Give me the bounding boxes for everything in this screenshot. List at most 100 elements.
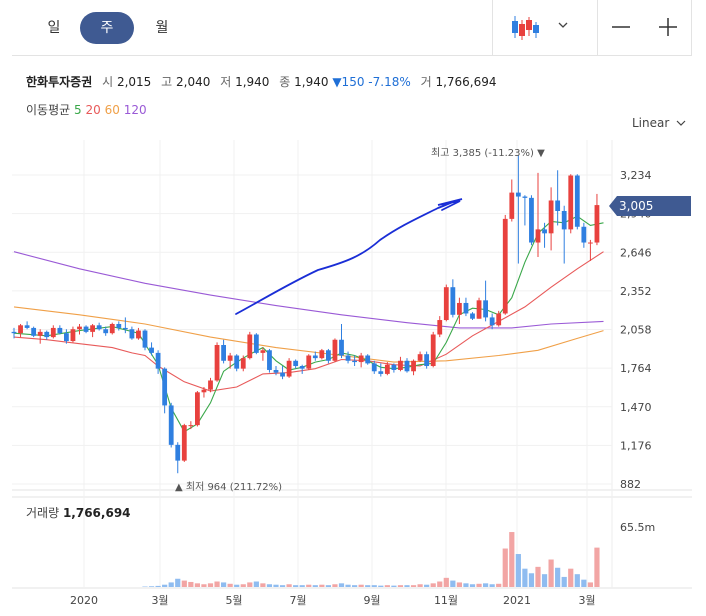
candle-body — [286, 360, 292, 377]
candle-body — [443, 287, 449, 321]
low-value: 1,940 — [235, 75, 270, 89]
candle-body — [24, 325, 30, 328]
volume-bar — [319, 584, 325, 587]
candle-body — [496, 313, 502, 326]
current-price-badge: 3,005 — [609, 196, 691, 216]
y-tick-label: 882 — [620, 478, 641, 491]
candle-body — [240, 358, 246, 369]
volume-bar — [345, 584, 351, 587]
candle-body — [280, 372, 285, 377]
chart-type-button[interactable] — [505, 12, 577, 44]
candle-body — [555, 200, 561, 211]
candle-body — [31, 327, 37, 336]
candle-body — [44, 331, 50, 338]
y-tick-label: 2,646 — [620, 246, 652, 259]
candle-body — [358, 355, 364, 363]
volume-bar — [587, 582, 593, 587]
candle-body — [378, 371, 384, 374]
candlestick-icon — [512, 16, 568, 40]
candle-body — [188, 425, 194, 427]
low-label: 저 — [220, 75, 232, 89]
drawn-trendline — [235, 198, 463, 315]
candle-body — [588, 242, 593, 244]
high-label: 고 — [161, 75, 173, 89]
x-tick-label: 3월 — [578, 594, 595, 607]
volume-bar — [279, 585, 286, 587]
tab-month[interactable]: 월 — [155, 20, 169, 36]
candle-body — [103, 329, 109, 334]
candle-body — [247, 334, 253, 359]
candle-body — [57, 327, 63, 334]
candle-body — [437, 320, 443, 335]
candle-body — [371, 363, 377, 372]
volume-label: 거 — [420, 75, 432, 89]
candle-body — [404, 360, 410, 372]
candle-body — [581, 226, 587, 243]
volume-bar — [247, 582, 253, 587]
volume-bar — [456, 582, 462, 587]
x-tick-label: 9월 — [363, 594, 380, 607]
candle-body — [365, 355, 371, 364]
volume-bar — [424, 584, 430, 587]
moving-average-legend[interactable]: 이동평균 5 20 60 120 — [26, 101, 147, 118]
volume-bar — [410, 585, 417, 587]
candle-body — [201, 389, 207, 393]
candle-body — [574, 175, 580, 227]
zoom-in-button[interactable] — [652, 12, 684, 44]
volume-bar — [397, 585, 404, 587]
candle-body — [208, 380, 213, 390]
volume-bar — [148, 586, 155, 587]
volume-bar — [286, 584, 292, 587]
tab-day[interactable]: 일 — [47, 20, 61, 36]
candle-body — [195, 392, 200, 426]
open-label: 시 — [102, 75, 114, 89]
candle-body — [529, 197, 534, 243]
volume-bar — [221, 582, 227, 587]
candle-body — [221, 345, 226, 361]
volume-bar — [476, 583, 482, 587]
volume-bar — [489, 584, 495, 587]
candle-body — [267, 350, 272, 370]
volume-title: 거래량 1,766,694 — [26, 504, 131, 521]
zoom-out-button[interactable] — [605, 12, 637, 44]
candle-body — [90, 325, 95, 332]
volume-bar — [450, 580, 456, 587]
y-tick-label: 2,352 — [620, 285, 652, 298]
volume-bar — [548, 559, 554, 587]
volume-bar — [227, 583, 233, 587]
candle-body — [502, 218, 508, 314]
volume-bar — [266, 584, 273, 587]
candle-body — [548, 200, 554, 234]
candle-body — [542, 229, 547, 234]
change-value: ▼150 — [332, 75, 365, 89]
volume-bar — [378, 585, 384, 587]
candle-body — [122, 327, 128, 330]
candle-body — [515, 192, 521, 197]
ma-120: 120 — [123, 103, 147, 117]
candle-body — [116, 323, 122, 328]
volume-axis-label: 65.5m — [620, 521, 655, 534]
candle-body — [168, 405, 174, 445]
candle-body — [470, 313, 475, 319]
volume-bar — [483, 583, 489, 587]
candle-body — [561, 210, 567, 230]
volume-bar — [273, 584, 279, 587]
volume-bar — [437, 581, 443, 587]
close-value: 1,940 — [294, 75, 329, 89]
candle-body — [476, 300, 482, 319]
candle-body — [149, 347, 154, 353]
candle-body — [37, 331, 43, 336]
volume-bar — [541, 574, 548, 587]
volume-bar — [207, 583, 214, 587]
change-percent: -7.18% — [368, 75, 411, 89]
x-tick-label: 5월 — [225, 594, 242, 607]
tab-week[interactable]: 주 — [80, 12, 134, 44]
volume-bar — [338, 583, 345, 587]
candle-body — [253, 334, 259, 353]
volume-bar — [312, 585, 318, 587]
scale-selector[interactable]: Linear — [632, 116, 686, 130]
candle-body — [306, 355, 312, 369]
candle-body — [136, 330, 141, 339]
ma-60-line — [13, 306, 604, 363]
